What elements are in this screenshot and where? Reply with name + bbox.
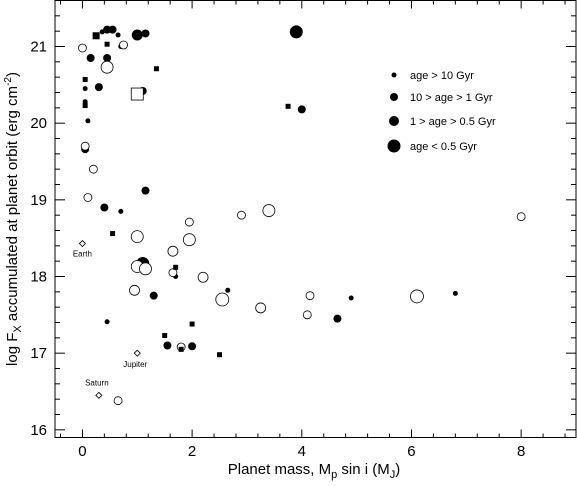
filled-circle-point <box>188 342 197 351</box>
open-circle-point <box>83 193 93 202</box>
filled-circle-point <box>141 29 150 38</box>
legend-label: age > 10 Gyr <box>410 70 474 82</box>
y-tick-label: 19 <box>30 192 47 209</box>
open-diamond-point <box>78 239 86 248</box>
filled-square-point <box>285 103 291 109</box>
filled-square-point <box>104 41 110 47</box>
filled-circle-point <box>86 54 95 62</box>
open-square-point <box>130 87 144 101</box>
filled-circle-point <box>297 105 306 114</box>
filled-circle-point <box>141 186 150 195</box>
legend-marker <box>389 116 399 126</box>
open-circle-point <box>410 289 424 304</box>
open-circle-point <box>197 271 209 283</box>
filled-square-point <box>110 231 116 237</box>
filled-square-point <box>82 76 88 82</box>
filled-circle-point <box>348 295 354 301</box>
filled-circle-point <box>452 290 458 296</box>
filled-circle-point <box>85 118 91 124</box>
filled-circle-point <box>94 83 103 92</box>
filled-square-point <box>162 333 168 339</box>
y-axis-label: log FX accumulated at planet orbit (erg … <box>3 72 24 366</box>
filled-circle-point <box>163 341 172 350</box>
legend-label: 10 > age > 1 Gyr <box>410 92 493 104</box>
legend-label: age < 0.5 Gyr <box>410 141 477 153</box>
y-tick-label: 16 <box>30 422 47 439</box>
filled-circle-point <box>115 32 121 38</box>
annotations: Earth Jupiter Saturn <box>73 250 148 388</box>
open-circle-point <box>302 310 312 320</box>
open-circle-point <box>113 396 123 406</box>
x-tick-label: 2 <box>188 443 196 460</box>
open-circle-point <box>168 268 178 278</box>
open-circle-point <box>80 141 90 151</box>
legend: age > 10 Gyr 10 > age > 1 Gyr 1 > age > 0.… <box>387 70 496 153</box>
legend-marker <box>391 72 397 78</box>
open-circle-point <box>237 210 246 220</box>
filled-circle-point <box>131 29 143 41</box>
x-tick-label: 4 <box>298 443 306 460</box>
filled-circle-point <box>103 54 112 62</box>
filled-square-point <box>189 321 195 327</box>
open-circle-point <box>139 262 152 276</box>
filled-circle-point <box>108 25 117 34</box>
filled-square-point <box>153 66 159 72</box>
y-tick-label: 21 <box>30 39 47 56</box>
open-circle-point <box>129 284 140 296</box>
x-tick-label: 6 <box>407 443 415 460</box>
open-circle-point <box>78 43 87 53</box>
open-circle-point <box>184 217 194 227</box>
filled-circle-point <box>225 287 231 293</box>
open-circle-point <box>262 204 276 217</box>
axis-ticks: 0 2 4 6 8 16 17 18 19 20 21 <box>30 0 576 460</box>
plot-frame <box>54 0 577 438</box>
filled-circle-point <box>333 314 342 323</box>
y-tick-label: 20 <box>30 115 47 132</box>
filled-circle-point <box>104 319 110 325</box>
data-points <box>78 25 526 406</box>
open-circle-point <box>100 60 114 74</box>
filled-circle-point <box>103 25 112 34</box>
filled-square-point <box>92 32 100 40</box>
open-circle-point <box>167 245 179 257</box>
y-tick-label: 17 <box>30 345 47 362</box>
point-annotation: Jupiter <box>123 360 147 369</box>
filled-square-point <box>173 264 179 270</box>
filled-circle-point <box>149 291 158 300</box>
filled-square-point <box>82 103 88 109</box>
x-tick-label: 8 <box>517 443 525 460</box>
legend-label: 1 > age > 0.5 Gyr <box>410 116 496 128</box>
open-circle-point <box>130 230 144 244</box>
filled-circle-point <box>289 25 303 39</box>
filled-square-point <box>178 346 184 352</box>
open-diamond-point <box>95 391 103 399</box>
filled-circle-point <box>100 203 109 212</box>
x-axis-label: Planet mass, Mp sin i (MJ) <box>228 461 401 481</box>
x-tick-label: 0 <box>78 443 86 460</box>
filled-square-point <box>217 352 223 358</box>
point-annotation: Earth <box>73 250 92 259</box>
point-annotation: Saturn <box>85 378 109 387</box>
filled-circle-point <box>82 99 88 105</box>
open-circle-point <box>516 212 526 222</box>
open-circle-point <box>305 291 315 301</box>
open-circle-point <box>182 233 196 247</box>
open-diamond-point <box>133 349 141 357</box>
open-circle-point <box>215 292 230 307</box>
open-circle-point <box>119 40 128 50</box>
open-circle-point <box>255 302 267 314</box>
open-circle-point <box>88 164 98 174</box>
filled-circle-point <box>118 208 124 214</box>
legend-marker <box>390 93 398 101</box>
legend-marker <box>387 139 401 153</box>
y-tick-label: 18 <box>30 269 47 286</box>
filled-circle-point <box>82 86 88 92</box>
